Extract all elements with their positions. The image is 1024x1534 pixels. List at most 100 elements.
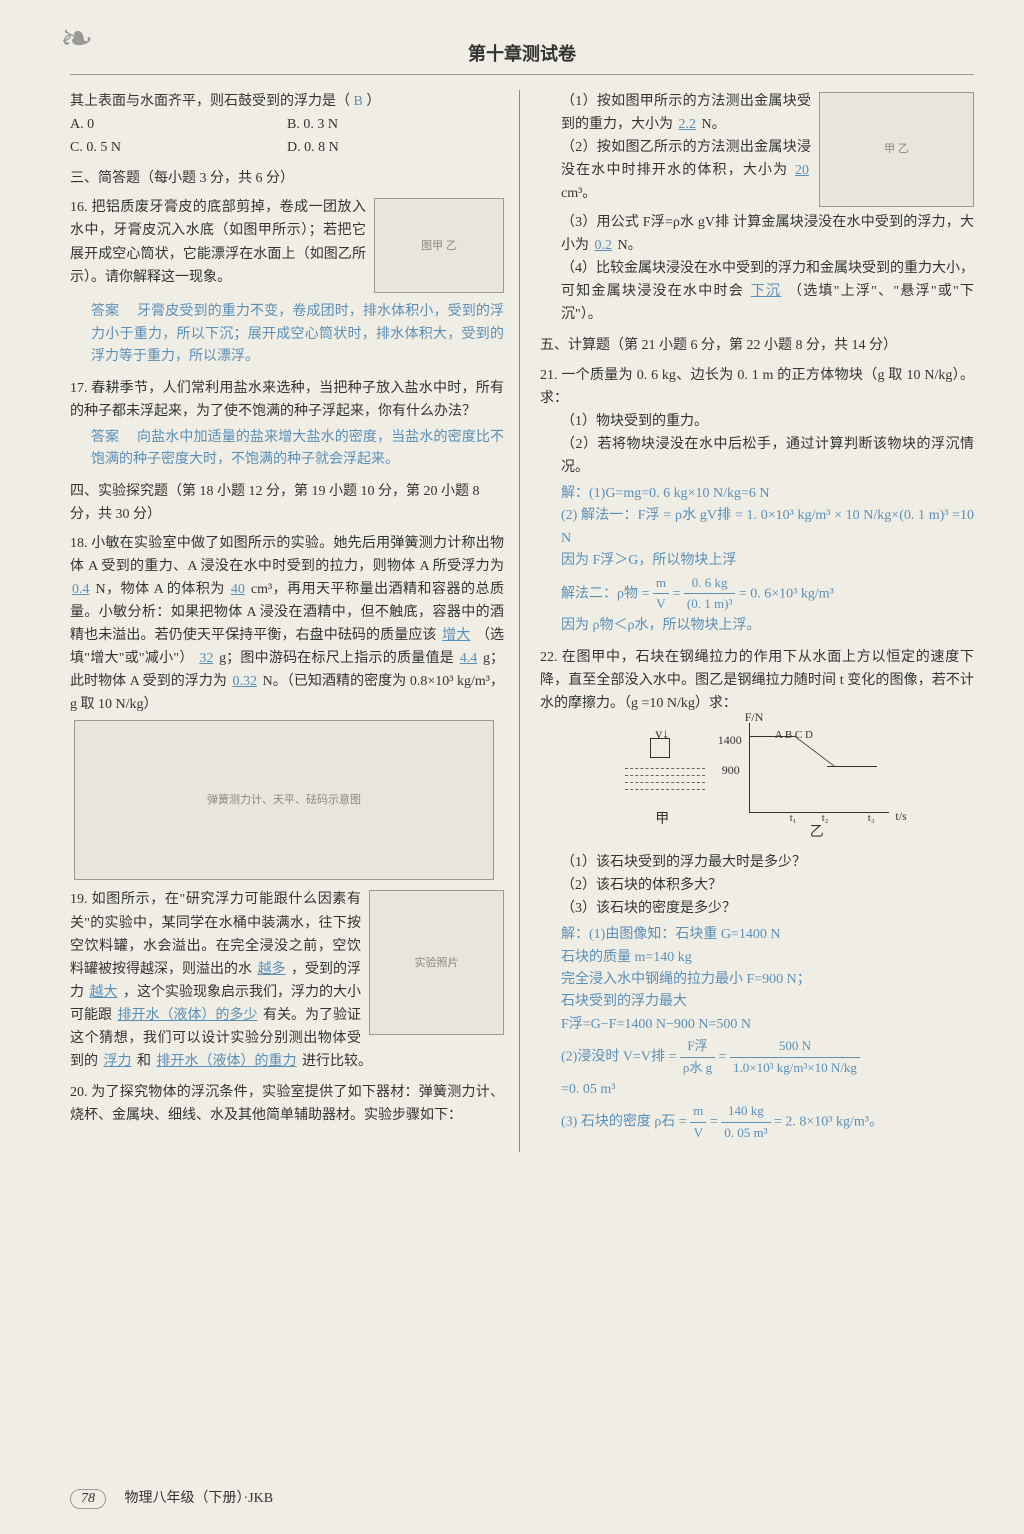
q18-b6: 0.32 (231, 674, 260, 689)
eq: = (673, 586, 681, 601)
q22-graphs: v↓ 甲 F/N 1400 900 t/s A B C D (540, 723, 974, 813)
q15-text: 其上表面与水面齐平，则石鼓受到的浮力是（ (70, 94, 350, 109)
q19-b1: 越多 (256, 962, 288, 977)
q22-frac3: F浮 ρ水 g (680, 1036, 715, 1079)
q17: 17. 春耕季节，人们常利用盐水来选种，当把种子放入盐水中时，所有的种子都未浮起… (70, 377, 504, 472)
q21-frac1: m V (653, 573, 669, 616)
q20-t1: 为了探究物体的浮沉条件，实验室提供了如下器材：弹簧测力计、烧杯、金属块、细线、水… (70, 1085, 504, 1123)
q22-a2: 石块的质量 m=140 kg (561, 947, 974, 969)
cap-jia: 甲 (655, 808, 669, 831)
q21: 21. 一个质量为 0. 6 kg、边长为 0. 1 m 的正方体物块（g 取 … (540, 364, 974, 638)
frac-d: V (690, 1123, 706, 1144)
left-column: 其上表面与水面齐平，则石鼓受到的浮力是（ B ） A. 0 B. 0. 3 N … (70, 90, 520, 1152)
q22-frac4: 500 N 1.0×10³ kg/m³×10 N/kg (730, 1036, 860, 1079)
q19-b3: 排开水（液体）的多少 (116, 1008, 260, 1023)
frac-n: 140 kg (721, 1101, 770, 1123)
content-columns: 其上表面与水面齐平，则石鼓受到的浮力是（ B ） A. 0 B. 0. 3 N … (70, 90, 974, 1152)
q18: 18. 小敏在实验室中做了如图所示的实验。她先后用弹簧测力计称出物体 A 受到的… (70, 532, 504, 881)
q22-a7a: (3) 石块的密度 ρ石 = (561, 1115, 687, 1130)
q18-u4: g；图中游码在标尺上指示的质量值是 (219, 651, 454, 666)
q20-s1u: N。 (702, 117, 726, 132)
water-line (625, 775, 705, 776)
cap-yi: 乙 (810, 821, 824, 844)
q22-a5: F浮=G−F=1400 N−900 N=500 N (561, 1014, 974, 1036)
section5-title: 五、计算题（第 21 小题 6 分，第 22 小题 8 分，共 14 分） (540, 334, 974, 357)
q20-s2b: 20 (793, 163, 811, 178)
water-line (625, 782, 705, 783)
q17-num: 17. (70, 381, 88, 396)
q17-ans-label: 答案 (91, 430, 119, 445)
q19-b5: 排开水（液体）的重力 (155, 1054, 299, 1069)
q22-graph-yi: F/N 1400 900 t/s A B C D t₁ t₂ t₃ 乙 (749, 723, 889, 813)
q22-num: 22. (540, 650, 558, 665)
frac-d: 1.0×10³ kg/m³×10 N/kg (730, 1058, 860, 1079)
line-AB (750, 736, 795, 737)
q16: 图甲 乙 16. 把铝质废牙膏皮的底部剪掉，卷成一团放入水中，牙膏皮沉入水底（如… (70, 196, 504, 368)
q21-answers: 解：(1)G=mg=0. 6 kg×10 N/kg=6 N (2) 解法一：F浮… (561, 483, 974, 638)
water-line (625, 768, 705, 769)
q22-a6a: (2)浸没时 V=V排 = (561, 1050, 676, 1065)
y-900: 900 (722, 761, 740, 781)
q20-figure: 甲 乙 (819, 92, 974, 207)
chapter-title: 第十章测试卷 (70, 40, 974, 75)
q21-s1: （1）物块受到的重力。 (561, 410, 974, 433)
x-axis-label: t/s (895, 807, 906, 827)
q18-u1: N，物体 A 的体积为 (96, 582, 225, 597)
q22-s2: （2）该石块的体积多大？ (561, 874, 974, 897)
q21-a3a: 解法二：ρ物 = (561, 586, 649, 601)
q17-ans: 向盐水中加适量的盐来增大盐水的密度，当盐水的密度比不饱满的种子密度大时，不饱满的… (91, 430, 504, 467)
q15-optB: B. 0. 3 N (287, 113, 504, 136)
eq: = (719, 1050, 727, 1065)
q20-s4: （4）比较金属块浸没在水中受到的浮力和金属块受到的重力大小，可知金属块浸没在水中… (561, 257, 974, 326)
q20-num: 20. (70, 1085, 88, 1100)
line-CD (827, 766, 877, 767)
q17-text: 春耕季节，人们常利用盐水来选种，当把种子放入盐水中时，所有的种子都未浮起来，为了… (70, 381, 504, 419)
frac-n: F浮 (680, 1036, 715, 1058)
q22-a6b: =0. 05 m³ (561, 1079, 974, 1101)
q21-a2b: 因为 F浮＞G，所以物块上浮 (561, 550, 974, 572)
q15-options: A. 0 B. 0. 3 N C. 0. 5 N D. 0. 8 N (70, 113, 504, 159)
q16-text: 把铝质废牙膏皮的底部剪掉，卷成一团放入水中，牙膏皮沉入水底（如图甲所示）；若把它… (70, 200, 366, 284)
y-1400: 1400 (718, 731, 742, 751)
q15-continuation: 其上表面与水面齐平，则石鼓受到的浮力是（ B ） A. 0 B. 0. 3 N … (70, 90, 504, 159)
q21-a1: 解：(1)G=mg=0. 6 kg×10 N/kg=6 N (561, 483, 974, 505)
frac-n: 500 N (730, 1036, 860, 1058)
q19-b4: 浮力 (102, 1054, 134, 1069)
q20-s1b: 2.2 (677, 117, 699, 132)
q22: 22. 在图甲中，石块在钢绳拉力的作用下从水面上方以恒定的速度下降，直至全部没入… (540, 646, 974, 1144)
q21-s2: （2）若将物块浸没在水中后松手，通过计算判断该物块的浮沉情况。 (561, 433, 974, 479)
line-BC (795, 736, 835, 798)
corner-ornament: ❧ (60, 15, 110, 65)
q20-s3b: 0.2 (593, 238, 615, 253)
frac-d: V (653, 594, 669, 615)
q17-answer-block: 答案 向盐水中加适量的盐来增大盐水的密度，当盐水的密度比不饱满的种子密度大时，不… (91, 427, 504, 472)
q19-u5: 进行比较。 (302, 1054, 372, 1069)
q18-num: 18. (70, 536, 88, 551)
page-footer: 78 物理八年级（下册）·JKB (70, 1487, 273, 1509)
q19-num: 19. (70, 892, 88, 907)
frac-n: 0. 6 kg (684, 573, 735, 595)
right-column: 甲 乙 （1）按如图甲所示的方法测出金属块受到的重力，大小为 2.2 N。 （2… (540, 90, 974, 1152)
q21-a3: 解法二：ρ物 = m V = 0. 6 kg (0. 1 m)³ = 0. 6×… (561, 573, 974, 616)
q22-a3: 完全浸入水中钢绳的拉力最小 F=900 N； (561, 969, 974, 991)
frac-d: (0. 1 m)³ (684, 594, 735, 615)
q22-a7: (3) 石块的密度 ρ石 = m V = 140 kg 0. 05 m³ = 2… (561, 1101, 974, 1144)
q15-optD: D. 0. 8 N (287, 136, 504, 159)
q21-a3c: 因为 ρ物＜ρ水，所以物块上浮。 (561, 615, 974, 637)
section4-title: 四、实验探究题（第 18 小题 12 分，第 19 小题 10 分，第 20 小… (70, 480, 504, 526)
q20-cont: 甲 乙 （1）按如图甲所示的方法测出金属块受到的重力，大小为 2.2 N。 （2… (540, 90, 974, 326)
q22-a7b: = 2. 8×10³ kg/m³。 (774, 1115, 883, 1130)
q19-b2: 越大 (88, 985, 120, 1000)
q22-text: 在图甲中，石块在钢绳拉力的作用下从水面上方以恒定的速度下降，直至全部没入水中。图… (540, 650, 974, 711)
q20-s4b: 下沉 (749, 284, 784, 299)
q16-fig-label: 图甲 乙 (421, 237, 457, 255)
q16-num: 16. (70, 200, 88, 215)
frac-d: 0. 05 m³ (721, 1123, 770, 1144)
frac-n: m (653, 573, 669, 595)
q16-figure: 图甲 乙 (374, 198, 504, 293)
q21-frac2: 0. 6 kg (0. 1 m)³ (684, 573, 735, 616)
q20-start: 20. 为了探究物体的浮沉条件，实验室提供了如下器材：弹簧测力计、烧杯、金属块、… (70, 1081, 504, 1127)
block-icon (650, 738, 670, 758)
page-number: 78 (70, 1489, 106, 1509)
q15-close: ） (366, 94, 380, 109)
